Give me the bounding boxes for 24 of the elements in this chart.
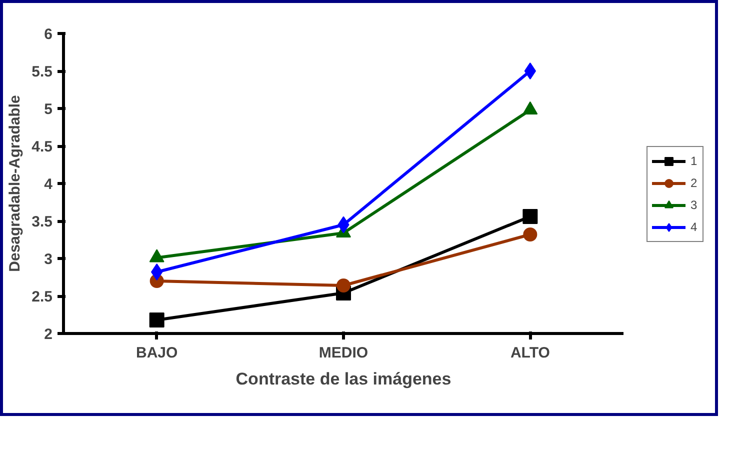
- y-tick-label: 4: [44, 176, 54, 193]
- x-axis-title: Contraste de las imágenes: [236, 370, 452, 388]
- y-tick-label: 6: [44, 26, 52, 43]
- y-axis-title: Desagradable-Agradable: [6, 95, 24, 272]
- legend-label: 2: [690, 176, 698, 190]
- legend-label: 4: [690, 220, 698, 234]
- point: [523, 228, 538, 242]
- y-tick-label: 2: [44, 326, 52, 343]
- y-tick-label: 5: [44, 101, 52, 118]
- y-tick-label: 2.5: [32, 288, 53, 306]
- legend-label: 1: [690, 154, 698, 168]
- point: [336, 278, 350, 292]
- legend-label: 3: [690, 198, 698, 212]
- point: [522, 209, 538, 224]
- y-tick-label: 4.5: [32, 138, 53, 156]
- y-tick-label: 3.5: [32, 214, 53, 230]
- point: [151, 264, 163, 280]
- point: [524, 62, 536, 80]
- point: [149, 312, 164, 328]
- x-tick-label: MEDIO: [318, 344, 368, 362]
- x-tick-label: ALTO: [510, 344, 550, 362]
- y-tick-label: 3: [44, 251, 52, 268]
- x-tick-label: BAJO: [136, 344, 178, 362]
- y-tick-label: 5.5: [32, 64, 53, 80]
